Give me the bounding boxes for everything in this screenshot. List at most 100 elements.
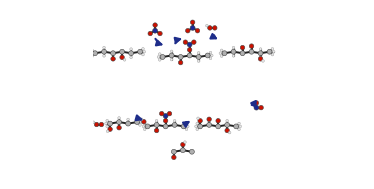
Circle shape (186, 29, 190, 33)
Circle shape (163, 119, 168, 123)
Circle shape (232, 55, 235, 57)
Circle shape (240, 51, 245, 56)
Circle shape (272, 50, 275, 53)
Circle shape (190, 149, 194, 154)
Circle shape (234, 124, 239, 129)
Circle shape (197, 117, 199, 120)
Circle shape (170, 58, 173, 61)
Circle shape (232, 46, 235, 49)
Circle shape (271, 47, 274, 50)
Circle shape (103, 46, 105, 49)
Circle shape (94, 122, 99, 127)
Circle shape (271, 53, 274, 56)
Circle shape (111, 51, 116, 56)
Circle shape (140, 118, 143, 121)
Circle shape (118, 117, 120, 119)
Circle shape (187, 53, 192, 58)
Circle shape (181, 124, 186, 129)
Circle shape (171, 149, 176, 154)
Circle shape (195, 125, 197, 128)
Circle shape (262, 60, 264, 62)
Circle shape (178, 55, 183, 59)
Circle shape (259, 105, 263, 110)
Circle shape (120, 55, 124, 60)
Circle shape (142, 53, 144, 56)
Circle shape (135, 120, 140, 125)
Circle shape (154, 122, 159, 127)
Circle shape (231, 49, 236, 54)
Circle shape (259, 56, 262, 59)
Circle shape (196, 122, 199, 125)
Circle shape (169, 53, 174, 58)
Circle shape (142, 125, 145, 128)
Circle shape (173, 119, 176, 122)
Circle shape (205, 53, 210, 58)
Circle shape (130, 56, 132, 59)
Circle shape (153, 28, 157, 33)
Circle shape (259, 48, 262, 50)
Circle shape (249, 49, 254, 54)
Circle shape (209, 51, 212, 54)
Circle shape (225, 122, 230, 127)
Circle shape (143, 122, 146, 125)
Circle shape (167, 111, 172, 116)
Circle shape (216, 124, 221, 129)
Circle shape (186, 125, 189, 128)
Circle shape (225, 128, 229, 133)
Circle shape (102, 49, 107, 54)
Circle shape (91, 55, 94, 57)
Circle shape (117, 125, 121, 130)
Circle shape (108, 127, 112, 132)
Circle shape (190, 20, 195, 25)
Circle shape (212, 26, 217, 30)
Circle shape (159, 53, 161, 55)
Circle shape (123, 59, 126, 61)
Circle shape (180, 148, 185, 153)
Circle shape (211, 54, 213, 57)
Circle shape (142, 47, 144, 50)
Circle shape (139, 118, 141, 121)
Circle shape (106, 130, 109, 133)
Circle shape (163, 113, 168, 118)
Circle shape (91, 49, 94, 52)
Circle shape (142, 119, 146, 124)
Circle shape (93, 51, 98, 56)
Circle shape (106, 125, 108, 128)
Circle shape (106, 119, 108, 122)
Circle shape (140, 121, 142, 123)
Circle shape (196, 55, 201, 59)
Circle shape (220, 55, 223, 57)
Circle shape (170, 50, 173, 53)
Circle shape (254, 105, 259, 110)
Circle shape (238, 122, 240, 125)
Circle shape (108, 121, 113, 126)
Circle shape (222, 51, 227, 56)
Circle shape (238, 128, 240, 131)
Circle shape (206, 24, 208, 27)
Circle shape (143, 128, 146, 131)
Circle shape (159, 111, 164, 116)
Circle shape (138, 49, 142, 54)
Circle shape (163, 124, 168, 129)
Circle shape (130, 48, 132, 50)
Circle shape (191, 40, 196, 44)
Circle shape (197, 52, 200, 54)
Circle shape (197, 60, 200, 62)
Circle shape (196, 128, 199, 131)
Circle shape (154, 128, 159, 133)
Circle shape (172, 122, 177, 127)
Circle shape (195, 29, 200, 33)
Circle shape (159, 59, 161, 61)
Circle shape (103, 55, 105, 57)
Circle shape (258, 51, 263, 56)
Circle shape (126, 121, 131, 126)
Circle shape (185, 128, 188, 131)
Circle shape (198, 119, 202, 123)
Circle shape (208, 119, 211, 122)
Circle shape (158, 31, 162, 36)
Circle shape (198, 124, 203, 129)
Circle shape (187, 48, 192, 52)
Circle shape (258, 57, 263, 61)
Circle shape (139, 124, 141, 126)
Circle shape (105, 122, 107, 125)
